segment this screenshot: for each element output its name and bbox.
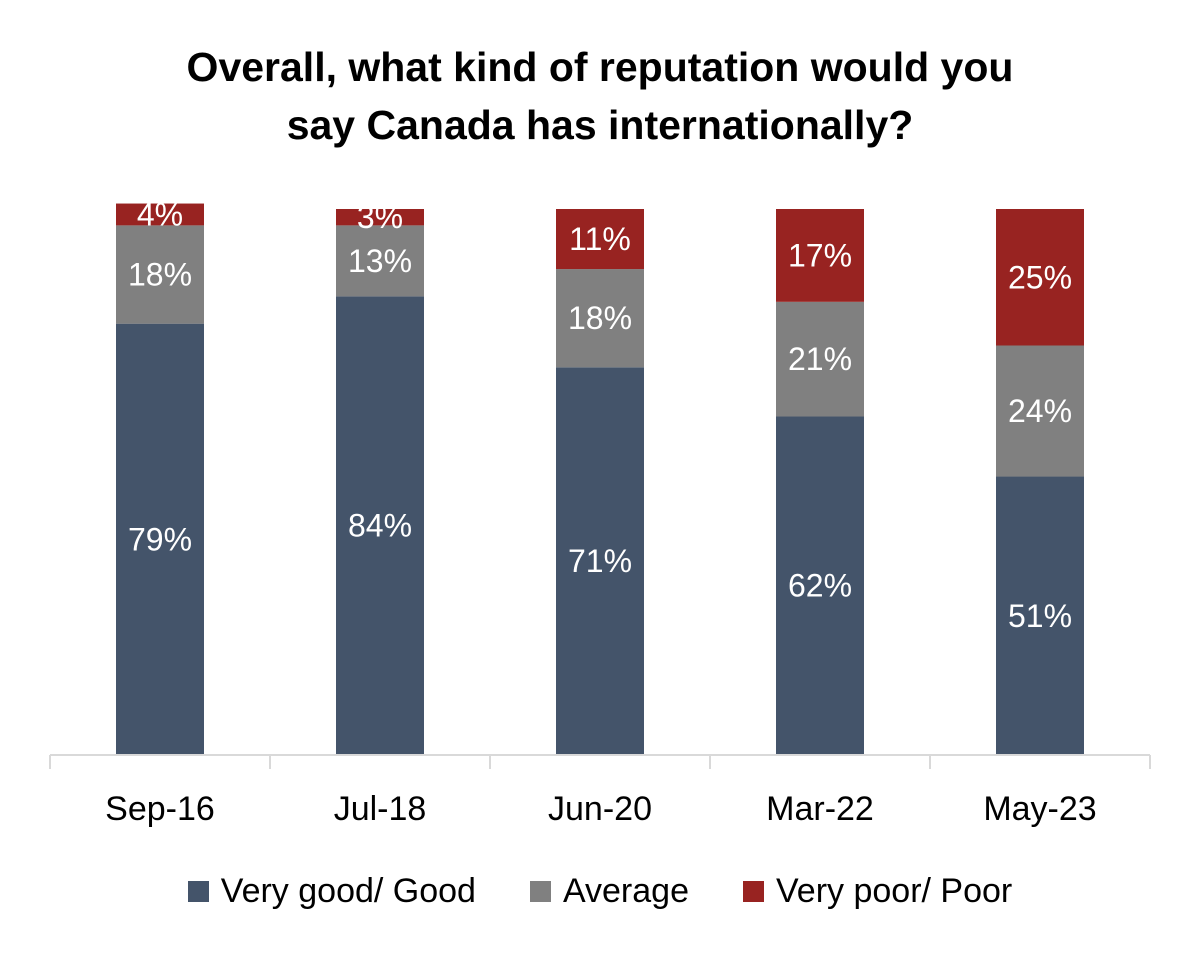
legend-swatch-very-poor [742, 881, 764, 902]
data-label-very-poor-may-23: 25% [1008, 259, 1072, 295]
bar-very-good-sep-16 [116, 323, 204, 755]
chart-title: Overall, what kind of reputation would y… [0, 38, 1200, 154]
bar-very-good-jun-20 [556, 367, 644, 755]
bar-very-good-may-23 [996, 476, 1084, 755]
bar-very-poor-jun-20 [556, 209, 644, 270]
bar-very-good-jul-18 [336, 296, 424, 755]
data-label-very-good-sep-16: 79% [128, 521, 192, 557]
bar-average-jul-18 [336, 225, 424, 297]
data-label-very-good-jul-18: 84% [348, 508, 412, 544]
bar-average-sep-16 [116, 225, 204, 324]
bar-average-jun-20 [556, 269, 644, 368]
bar-very-poor-mar-22 [776, 209, 864, 302]
data-label-very-poor-jul-18: 3% [357, 199, 403, 235]
bar-very-poor-may-23 [996, 209, 1084, 346]
legend-item-average: Average [529, 872, 689, 911]
data-label-average-jul-18: 13% [348, 243, 412, 279]
legend-label-very-poor: Very poor/ Poor [775, 872, 1013, 910]
x-tick-label-sep-16: Sep-16 [105, 790, 215, 828]
x-tick-label-jun-20: Jun-20 [548, 790, 652, 828]
bar-very-good-mar-22 [776, 416, 864, 755]
bar-average-may-23 [996, 345, 1084, 477]
data-label-very-poor-jun-20: 11% [569, 221, 631, 257]
chart-title-line-1: Overall, what kind of reputation would y… [186, 44, 1014, 90]
bar-very-poor-sep-16 [116, 203, 204, 226]
legend-swatch-average [529, 881, 551, 902]
legend-swatch-very-good [187, 881, 209, 902]
bar-very-poor-jul-18 [336, 209, 424, 226]
data-label-very-good-may-23: 51% [1008, 598, 1072, 634]
data-label-average-jun-20: 18% [568, 300, 632, 336]
legend-label-very-good: Very good/ Good [220, 872, 476, 910]
data-label-very-good-mar-22: 62% [788, 568, 852, 604]
legend-label-average: Average [562, 872, 689, 910]
data-label-average-may-23: 24% [1008, 393, 1072, 429]
legend-item-very-good: Very good/ Good [187, 872, 476, 911]
x-tick-label-may-23: May-23 [983, 790, 1096, 828]
data-label-very-poor-sep-16: 4% [137, 196, 183, 232]
legend-item-very-poor: Very poor/ Poor [742, 872, 1013, 911]
chart-title-line-2: say Canada has internationally? [286, 102, 914, 148]
x-tick-label-jul-18: Jul-18 [334, 790, 427, 828]
data-label-very-poor-mar-22: 17% [788, 237, 852, 273]
data-label-average-mar-22: 21% [788, 341, 852, 377]
bar-average-mar-22 [776, 301, 864, 417]
data-label-average-sep-16: 18% [128, 257, 192, 293]
x-tick-label-mar-22: Mar-22 [766, 790, 874, 828]
data-label-very-good-jun-20: 71% [568, 543, 632, 579]
chart-legend: Very good/ Good Average Very poor/ Poor [0, 872, 1200, 911]
